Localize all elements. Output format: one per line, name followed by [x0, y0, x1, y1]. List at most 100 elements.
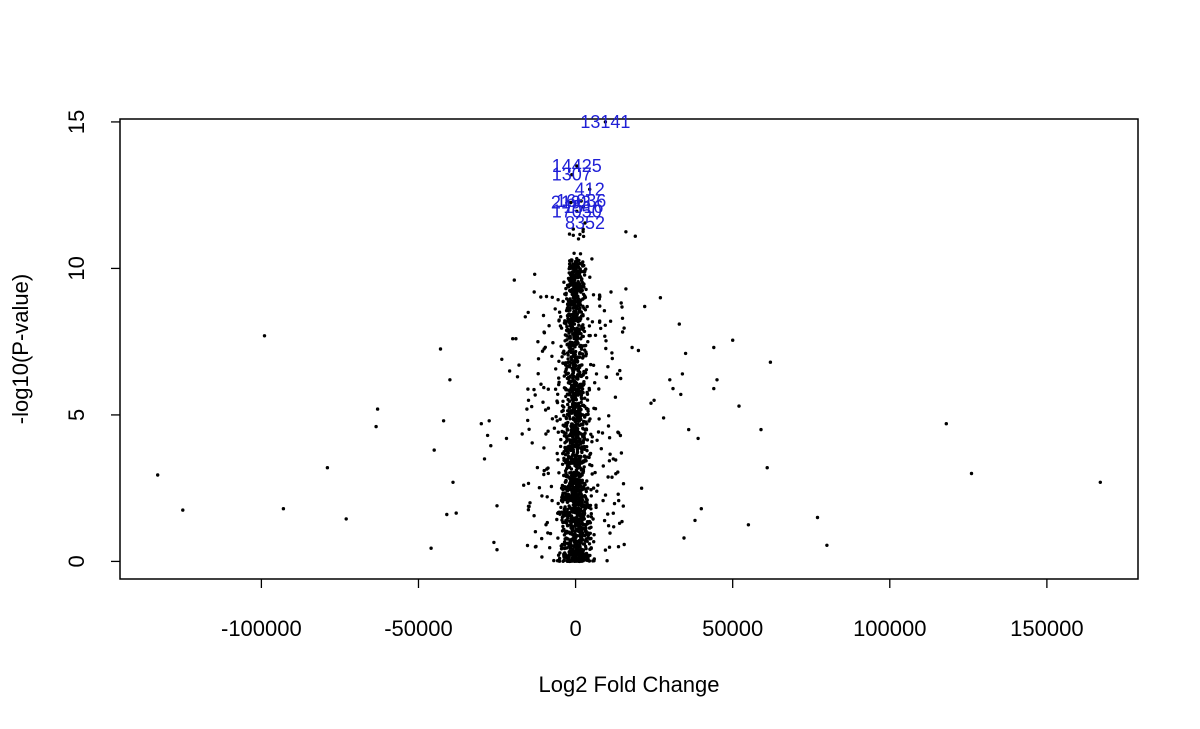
data-point [557, 376, 561, 380]
data-point [568, 549, 572, 553]
data-point [617, 498, 621, 503]
data-point [620, 519, 624, 524]
data-point [556, 430, 560, 434]
data-point [604, 346, 608, 351]
data-point [556, 392, 560, 396]
data-point [571, 369, 575, 373]
data-point [576, 549, 580, 554]
data-point [565, 473, 569, 478]
data-point [570, 357, 574, 362]
data-point [570, 173, 574, 177]
data-point [618, 368, 622, 373]
data-point [619, 451, 624, 455]
data-point [482, 457, 487, 461]
data-point [577, 364, 581, 368]
data-point [566, 402, 570, 407]
data-point [578, 389, 582, 393]
data-point [577, 473, 581, 477]
data-point [603, 334, 607, 338]
data-point [562, 434, 567, 438]
data-point [451, 480, 455, 484]
data-point [566, 381, 571, 385]
data-point [575, 341, 580, 345]
data-point [581, 234, 586, 239]
data-point [543, 408, 548, 412]
data-point [526, 508, 531, 512]
data-point [566, 507, 570, 511]
data-point [556, 536, 560, 540]
data-point [586, 514, 590, 518]
data-point [479, 422, 483, 426]
data-point [564, 388, 568, 392]
data-point [574, 349, 578, 354]
data-point [565, 466, 569, 471]
data-point [565, 351, 570, 355]
data-point [668, 378, 672, 382]
data-point [556, 298, 560, 302]
data-point [587, 542, 592, 546]
data-point [604, 339, 608, 343]
data-point [570, 383, 575, 388]
data-point [588, 452, 592, 457]
data-point [574, 425, 578, 429]
data-point [570, 422, 574, 426]
data-point [567, 531, 571, 535]
x-tick-label: 150000 [1010, 616, 1083, 641]
data-point [571, 347, 575, 351]
data-point [585, 539, 589, 543]
data-point [568, 498, 572, 502]
data-point [375, 407, 380, 411]
data-point [581, 426, 585, 430]
data-point [577, 512, 582, 516]
data-point [584, 506, 588, 510]
data-point [606, 512, 610, 516]
data-point [567, 232, 572, 236]
data-point [576, 237, 581, 241]
data-point [603, 120, 608, 124]
data-point [584, 407, 589, 411]
data-point [658, 296, 663, 300]
data-point [584, 428, 589, 432]
data-point [608, 452, 612, 456]
data-point [565, 518, 569, 522]
data-point [554, 367, 558, 371]
x-tick-label: 0 [569, 616, 581, 641]
data-point [563, 551, 567, 555]
data-point [558, 444, 563, 449]
data-point [555, 399, 559, 403]
data-point [576, 294, 580, 298]
y-tick-label: 5 [64, 409, 89, 421]
data-point [579, 337, 583, 341]
data-point [570, 531, 574, 536]
data-point [281, 507, 286, 511]
data-point [567, 278, 572, 282]
data-point [567, 544, 572, 548]
data-point [454, 511, 458, 515]
data-point [584, 368, 589, 372]
data-point [504, 436, 509, 441]
data-point [568, 456, 572, 460]
data-point [568, 282, 572, 286]
data-point [572, 508, 577, 513]
data-point [570, 340, 574, 345]
data-point [612, 501, 617, 506]
data-point [587, 324, 592, 328]
data-point [581, 326, 586, 330]
data-point [574, 493, 578, 497]
data-point [562, 280, 566, 284]
data-point [583, 308, 588, 312]
data-point [603, 548, 608, 552]
data-point [611, 511, 615, 515]
data-point [581, 283, 585, 287]
data-point [585, 376, 589, 380]
data-point [576, 393, 580, 397]
data-point [441, 419, 446, 423]
data-point [579, 446, 583, 450]
data-point [572, 461, 576, 465]
y-axis: 0 5 10 15 [64, 110, 120, 568]
data-point [569, 538, 574, 542]
data-point [540, 536, 544, 541]
data-point [576, 517, 581, 522]
data-point [568, 505, 572, 510]
data-point [597, 417, 601, 421]
